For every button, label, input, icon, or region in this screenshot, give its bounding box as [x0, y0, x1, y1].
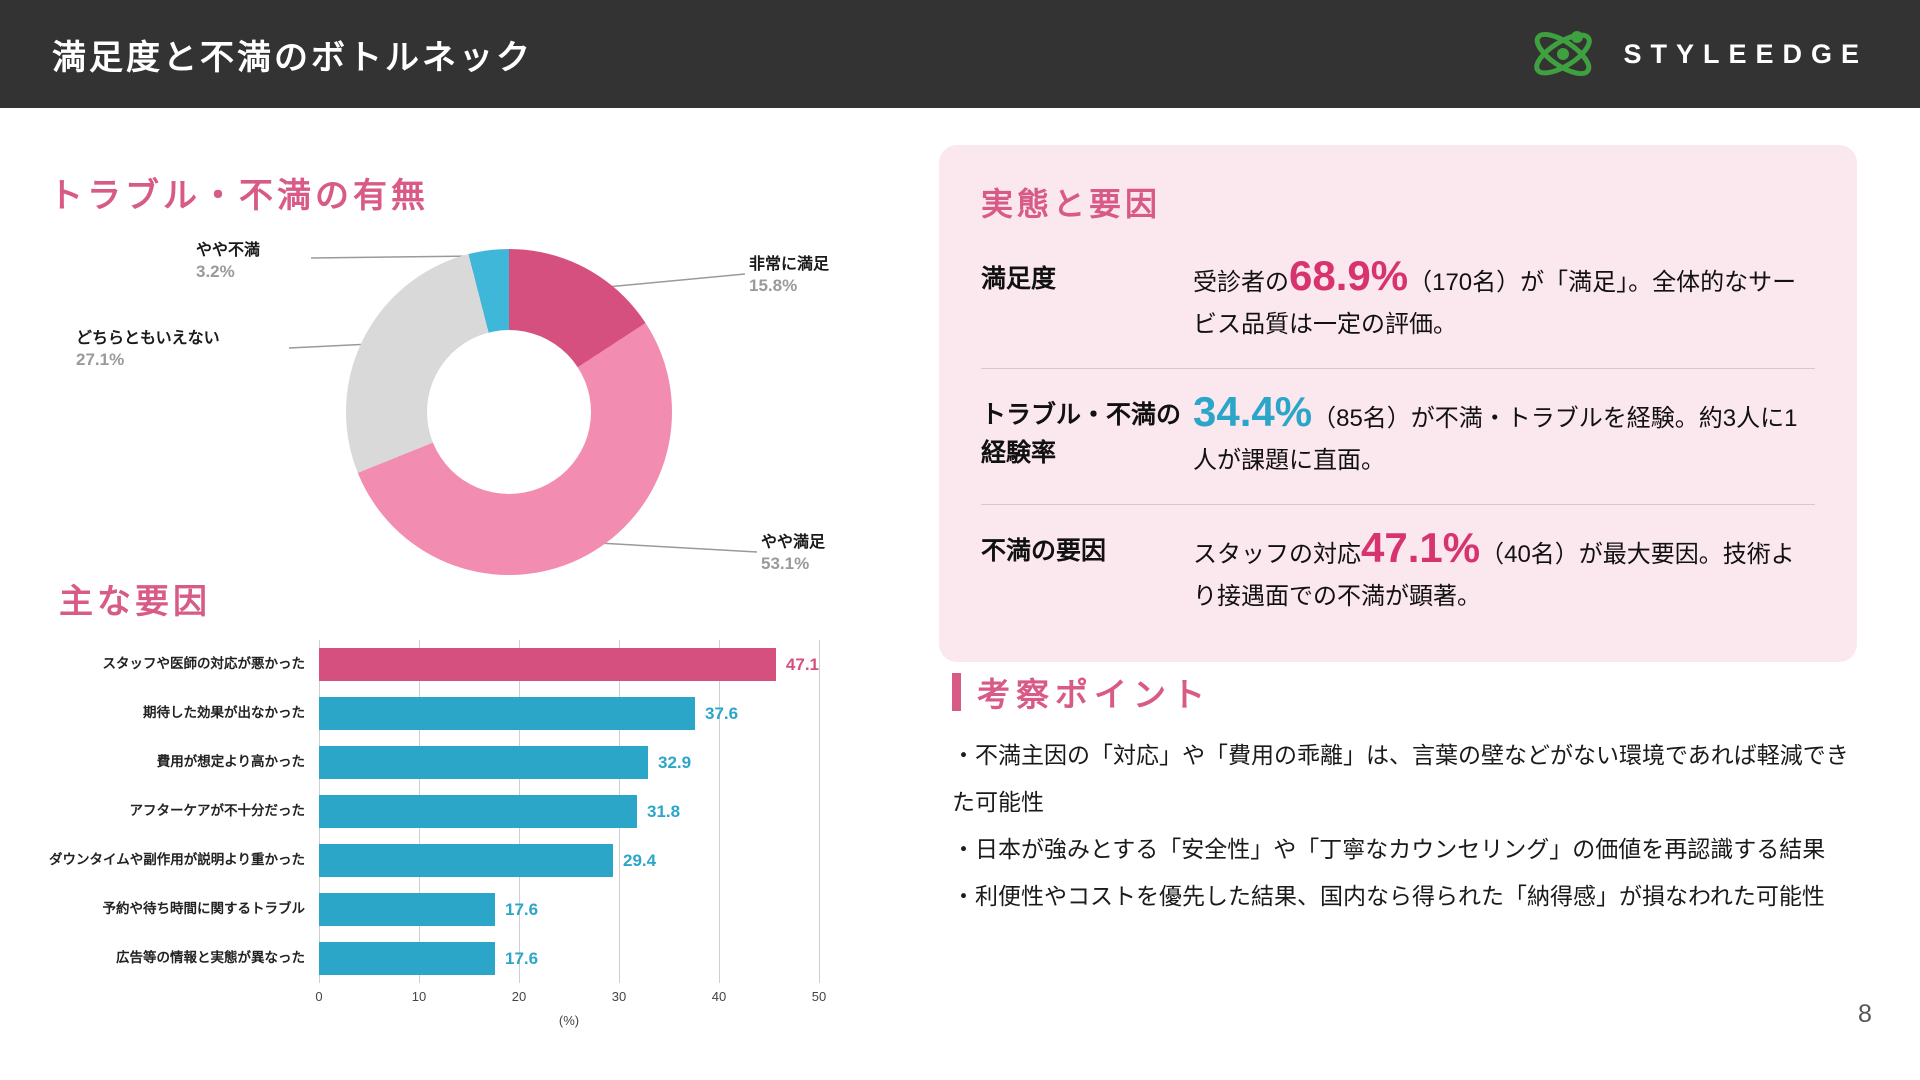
fact-post-text: （40名）が最大要因。技術より接遇面での不満が顕著。 [1193, 541, 1795, 610]
facts-heading: 実態と要因 [981, 186, 1162, 222]
heading-accent-bar [952, 673, 961, 711]
donut-label-value: 15.8% [749, 276, 798, 295]
bar-category-label: 広告等の情報と実態が異なった [116, 950, 305, 966]
bar [319, 697, 695, 730]
insights-title: 考察ポイント [977, 676, 1211, 713]
tick-label: 0 [315, 989, 323, 1004]
bar-category-label: アフターケアが不十分だった [129, 803, 306, 819]
donut-hole [427, 330, 591, 494]
bar-value-label: 17.6 [505, 948, 539, 968]
donut-label-text: やや満足 [761, 534, 826, 551]
bar-row: 17.6 [319, 934, 819, 983]
donut-label-dochira: どちらともいえない 27.1% [76, 324, 220, 370]
fact-row-satisfaction: 満足度 受診者の68.9%（170名）が「満足」。全体的なサービス品質は一定の評… [981, 233, 1815, 369]
bar-chart-labels: スタッフや医師の対応が悪かった期待した効果が出なかった費用が想定より高かったアフ… [49, 640, 319, 983]
donut-label-yaya-fuman: やや不満 3.2% [196, 236, 260, 282]
bar-value-label: 29.4 [623, 850, 657, 870]
page-title: 満足度と不満のボトルネック [52, 38, 533, 77]
donut-label-yaya-manzoku: やや満足 53.1% [761, 528, 825, 574]
bar-row: 31.8 [319, 787, 819, 836]
bar-row: 47.1 [319, 640, 819, 689]
bar [319, 746, 648, 779]
bar-category-label: ダウンタイムや副作用が説明より重かった [49, 852, 305, 868]
donut-chart-area: やや不満 3.2% どちらともいえない 27.1% 非常に満足 15.8% やや… [49, 228, 929, 648]
fact-text: 受診者の68.9%（170名）が「満足」。全体的なサービス品質は一定の評価。 [1193, 255, 1815, 346]
fact-text: スタッフの対応47.1%（40名）が最大要因。技術より接遇面での不満が顕著。 [1193, 527, 1815, 618]
facts-panel: 実態と要因 満足度 受診者の68.9%（170名）が「満足」。全体的なサービス品… [939, 145, 1857, 662]
gridline [719, 640, 720, 983]
donut-label-value: 27.1% [76, 350, 125, 369]
bar-row: 32.9 [319, 738, 819, 787]
fact-pre-text: 受診者の [1193, 269, 1289, 296]
fact-label: 満足度 [981, 265, 1057, 293]
brand-atom-icon [1534, 31, 1593, 77]
bar-value-label: 17.6 [505, 899, 539, 919]
donut-label-text: 非常に満足 [749, 256, 830, 273]
bar-category-label: 費用が想定より高かった [156, 754, 305, 770]
fact-pre-text: スタッフの対応 [1193, 541, 1361, 568]
bar [319, 893, 495, 926]
donut-label-value: 3.2% [196, 262, 235, 281]
donut-label-value: 53.1% [761, 554, 810, 573]
bar-row: 29.4 [319, 836, 819, 885]
bar-category-label: 予約や待ち時間に関するトラブル [102, 901, 306, 917]
fact-label: トラブル・不満の経験率 [981, 401, 1182, 467]
fact-big-number: 47.1% [1361, 524, 1481, 571]
bar-category-label: スタッフや医師の対応が悪かった [102, 656, 306, 672]
fact-row-complaint-cause: 不満の要因 スタッフの対応47.1%（40名）が最大要因。技術より接遇面での不満… [981, 505, 1815, 640]
bar [319, 795, 637, 828]
fact-big-number: 68.9% [1289, 252, 1409, 299]
bar [319, 942, 495, 975]
donut-section-heading: トラブル・不満の有無 [49, 177, 429, 215]
bar [319, 648, 776, 681]
bar-value-label: 31.8 [647, 801, 681, 821]
bar-chart: スタッフや医師の対応が悪かった期待した効果が出なかった費用が想定より高かったアフ… [49, 640, 849, 1028]
gridline [819, 640, 820, 983]
fact-label: 不満の要因 [981, 537, 1107, 565]
bar-value-label: 47.1 [785, 654, 819, 674]
fact-big-number: 34.4% [1193, 388, 1313, 435]
fact-post-text: （85名）が不満・トラブルを経験。約3人に1人が課題に直面。 [1193, 405, 1798, 474]
fact-text: 34.4%（85名）が不満・トラブルを経験。約3人に1人が課題に直面。 [1193, 391, 1815, 482]
tick-label: 20 [511, 989, 527, 1004]
donut-label-text: どちらともいえない [76, 330, 220, 347]
bar-section-heading: 主な要因 [59, 583, 211, 621]
bar-value-label: 37.6 [705, 703, 739, 723]
insights-heading: 考察ポイント [952, 668, 1857, 716]
bar-chart-plot: 47.1 37.6 32.9 31.8 29.4 17.6 17.6 [319, 640, 820, 983]
bar-row: 37.6 [319, 689, 819, 738]
insight-bullet: ・利便性やコストを優先した結果、国内なら得られた「納得感」が損なわれた可能性 [952, 883, 1825, 910]
brand-name: STYLEEDGE [1623, 38, 1868, 69]
donut-chart [346, 249, 672, 575]
page-number: 8 [1858, 1000, 1872, 1028]
tick-label: 30 [611, 989, 627, 1004]
fact-post-text: （170名）が「満足」。全体的なサービス品質は一定の評価。 [1193, 269, 1797, 338]
bar-category-label: 期待した効果が出なかった [143, 705, 305, 721]
x-axis-label: (%) [558, 1013, 580, 1028]
insight-bullet: ・不満主因の「対応」や「費用の乖離」は、言葉の壁などがない環境であれば軽減できた… [952, 742, 1849, 816]
donut-label-text: やや不満 [196, 242, 261, 259]
tick-label: 50 [811, 989, 827, 1004]
bar [319, 844, 613, 877]
insights-section: 考察ポイント ・不満主因の「対応」や「費用の乖離」は、言葉の壁などがない環境であ… [952, 668, 1857, 921]
brand: STYLEEDGE [1519, 22, 1868, 86]
bar-chart-ticks: 0 10 20 30 40 50 [315, 983, 826, 1005]
insight-bullet: ・日本が強みとする「安全性」や「丁寧なカウンセリング」の価値を再認識する結果 [952, 836, 1826, 863]
bar-row: 17.6 [319, 885, 819, 934]
donut-label-hijou-manzoku: 非常に満足 15.8% [749, 250, 829, 296]
tick-label: 40 [711, 989, 727, 1004]
bar-value-label: 32.9 [658, 752, 692, 772]
tick-label: 10 [411, 989, 427, 1004]
header-bar: 満足度と不満のボトルネック STYLEEDGE [0, 0, 1920, 108]
insights-bullets: ・不満主因の「対応」や「費用の乖離」は、言葉の壁などがない環境であれば軽減できた… [952, 732, 1857, 921]
fact-row-trouble-rate: トラブル・不満の経験率 34.4%（85名）が不満・トラブルを経験。約3人に1人… [981, 369, 1815, 505]
